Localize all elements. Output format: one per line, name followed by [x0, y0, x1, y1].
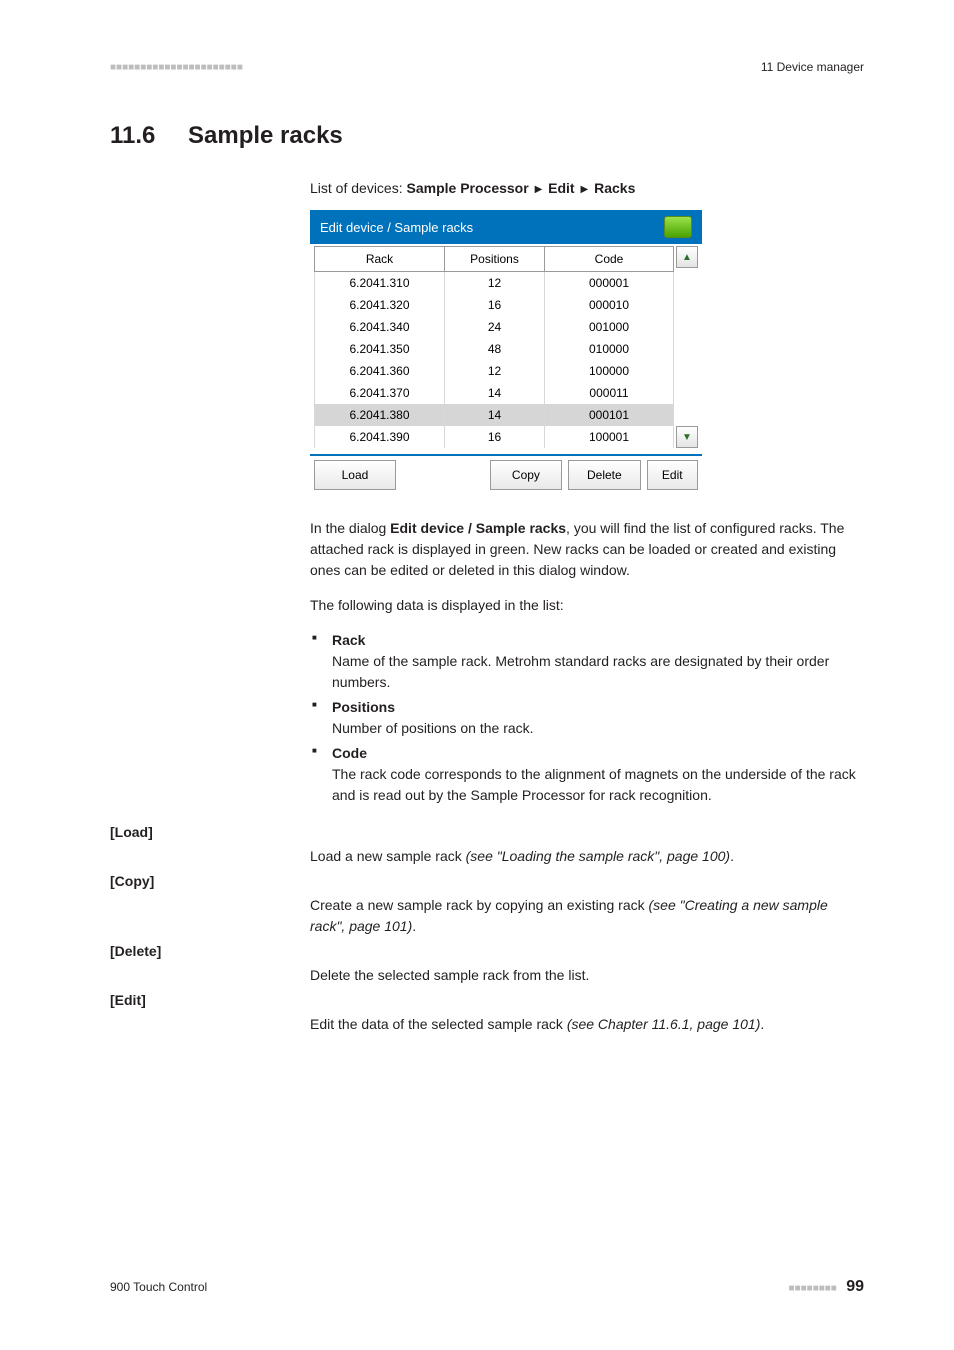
table-row[interactable]: 6.2041.34024001000	[315, 316, 674, 338]
def-label-copy: [Copy]	[110, 873, 310, 937]
table-row[interactable]: 6.2041.37014000011	[315, 382, 674, 404]
table-row[interactable]: 6.2041.31012000001	[315, 272, 674, 295]
list-item: PositionsNumber of positions on the rack…	[310, 697, 864, 739]
chevron-right-icon: ▶	[579, 184, 591, 195]
scrollbar: ▲ ▼	[676, 244, 700, 454]
dialog-title-text: Edit device / Sample racks	[320, 220, 473, 235]
def-label-load: [Load]	[110, 824, 310, 867]
field-list: RackName of the sample rack. Metrohm sta…	[310, 630, 864, 806]
section-heading: 11.6Sample racks	[110, 122, 864, 150]
table-row[interactable]: 6.2041.32016000010	[315, 294, 674, 316]
list-lead-in: The following data is displayed in the l…	[310, 595, 864, 616]
table-row[interactable]: 6.2041.35048010000	[315, 338, 674, 360]
dialog-titlebar: Edit device / Sample racks	[310, 210, 702, 244]
edit-button[interactable]: Edit	[647, 460, 698, 490]
def-copy: [Copy] Create a new sample rack by copyi…	[110, 873, 864, 937]
chevron-right-icon: ▶	[533, 184, 545, 195]
dialog-button-row: Load Copy Delete Edit	[310, 454, 702, 494]
col-rack[interactable]: Rack	[315, 247, 445, 272]
def-label-edit: [Edit]	[110, 992, 310, 1035]
table-row[interactable]: 6.2041.39016100001	[315, 426, 674, 448]
delete-button[interactable]: Delete	[568, 460, 640, 490]
table-row[interactable]: 6.2041.38014000101	[315, 404, 674, 426]
header-dots: ■■■■■■■■■■■■■■■■■■■■■■	[110, 62, 243, 73]
running-head: ■■■■■■■■■■■■■■■■■■■■■■ 11 Device manager	[110, 60, 864, 74]
page-number: 99	[846, 1278, 864, 1295]
list-item: RackName of the sample rack. Metrohm sta…	[310, 630, 864, 693]
table-row[interactable]: 6.2041.36012100000	[315, 360, 674, 382]
section-title: Sample racks	[188, 122, 343, 149]
col-positions[interactable]: Positions	[445, 247, 545, 272]
def-edit: [Edit] Edit the data of the selected sam…	[110, 992, 864, 1035]
section-number: 11.6	[110, 122, 188, 150]
header-chapter: 11 Device manager	[761, 60, 864, 74]
scroll-down-button[interactable]: ▼	[676, 426, 698, 448]
def-load: [Load] Load a new sample rack (see "Load…	[110, 824, 864, 867]
racks-table: Rack Positions Code 6.2041.310120000016.…	[314, 246, 674, 448]
load-button[interactable]: Load	[314, 460, 396, 490]
sample-racks-dialog: Edit device / Sample racks Rack Position…	[310, 210, 702, 494]
intro-paragraph: In the dialog Edit device / Sample racks…	[310, 518, 864, 581]
breadcrumb: List of devices: Sample Processor ▶ Edit…	[310, 180, 864, 196]
def-delete: [Delete] Delete the selected sample rack…	[110, 943, 864, 986]
home-button[interactable]	[664, 216, 692, 238]
def-label-delete: [Delete]	[110, 943, 310, 986]
footer-dots: ■■■■■■■■	[789, 1283, 837, 1294]
copy-button[interactable]: Copy	[490, 460, 562, 490]
list-item: CodeThe rack code corresponds to the ali…	[310, 743, 864, 806]
scroll-up-button[interactable]: ▲	[676, 246, 698, 268]
col-code[interactable]: Code	[545, 247, 674, 272]
page-footer: 900 Touch Control ■■■■■■■■ 99	[110, 1278, 864, 1296]
footer-product: 900 Touch Control	[110, 1280, 207, 1294]
